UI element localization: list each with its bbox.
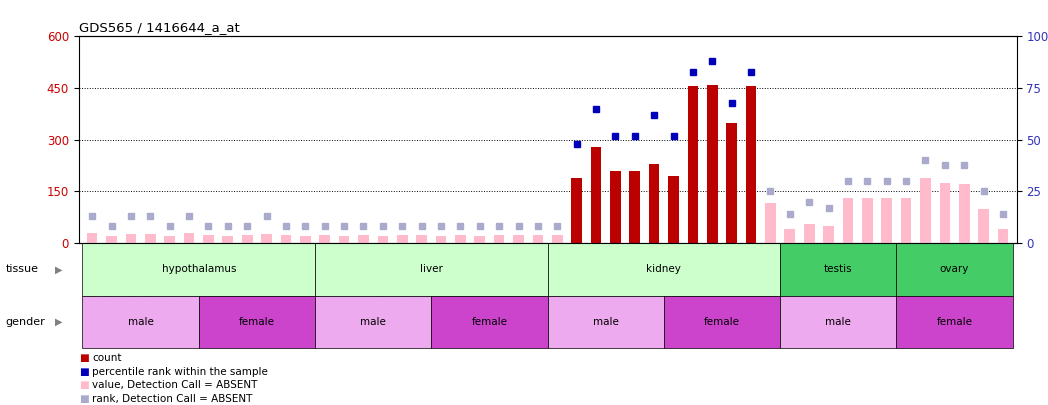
Bar [978, 209, 989, 243]
Bar [320, 235, 330, 243]
Text: testis: testis [824, 264, 853, 274]
Bar [514, 235, 524, 243]
Bar [896, 243, 1012, 296]
Bar [339, 236, 349, 243]
Bar [281, 235, 291, 243]
Bar [780, 243, 896, 296]
Bar [315, 296, 432, 348]
Text: tissue: tissue [5, 264, 38, 274]
Bar [863, 198, 873, 243]
Bar [83, 243, 315, 296]
Text: gender: gender [5, 317, 45, 327]
Bar [377, 236, 388, 243]
Text: count: count [92, 354, 122, 363]
Text: female: female [472, 317, 507, 327]
Bar [610, 171, 620, 243]
Bar [726, 123, 737, 243]
Bar [455, 235, 465, 243]
Bar [571, 178, 582, 243]
Bar [222, 236, 233, 243]
Bar [315, 243, 547, 296]
Bar [687, 86, 698, 243]
Text: ■: ■ [79, 380, 88, 390]
Text: ovary: ovary [940, 264, 969, 274]
Bar [746, 86, 757, 243]
Bar [901, 198, 912, 243]
Bar [145, 234, 156, 243]
Bar [630, 171, 640, 243]
Text: male: male [128, 317, 154, 327]
Bar [199, 296, 315, 348]
Bar [126, 234, 136, 243]
Text: hypothalamus: hypothalamus [161, 264, 236, 274]
Text: male: male [826, 317, 851, 327]
Text: value, Detection Call = ABSENT: value, Detection Call = ABSENT [92, 380, 258, 390]
Bar [843, 198, 853, 243]
Bar [547, 296, 663, 348]
Text: liver: liver [420, 264, 442, 274]
Text: GDS565 / 1416644_a_at: GDS565 / 1416644_a_at [79, 21, 239, 34]
Text: rank, Detection Call = ABSENT: rank, Detection Call = ABSENT [92, 394, 253, 403]
Bar [547, 243, 780, 296]
Bar [432, 296, 547, 348]
Bar [183, 233, 194, 243]
Bar [475, 236, 485, 243]
Bar [87, 233, 97, 243]
Text: ■: ■ [79, 354, 88, 363]
Bar [106, 236, 117, 243]
Bar [261, 234, 271, 243]
Bar [532, 235, 543, 243]
Bar [939, 183, 951, 243]
Bar [998, 228, 1008, 243]
Text: female: female [937, 317, 973, 327]
Text: male: male [361, 317, 386, 327]
Bar [358, 235, 369, 243]
Bar [203, 235, 214, 243]
Bar [416, 235, 427, 243]
Text: percentile rank within the sample: percentile rank within the sample [92, 367, 268, 377]
Bar [896, 296, 1012, 348]
Bar [397, 235, 408, 243]
Text: female: female [704, 317, 740, 327]
Bar [881, 198, 892, 243]
Bar [552, 235, 563, 243]
Bar [920, 178, 931, 243]
Bar [591, 147, 602, 243]
Bar [804, 224, 814, 243]
Bar [669, 176, 679, 243]
Bar [780, 296, 896, 348]
Bar [765, 203, 776, 243]
Bar [300, 236, 310, 243]
Text: ■: ■ [79, 367, 88, 377]
Text: female: female [239, 317, 275, 327]
Bar [959, 185, 969, 243]
Bar [242, 235, 253, 243]
Text: ■: ■ [79, 394, 88, 403]
Bar [785, 229, 795, 243]
Bar [83, 296, 199, 348]
Bar [663, 296, 780, 348]
Bar [436, 236, 446, 243]
Bar [165, 236, 175, 243]
Bar [824, 226, 834, 243]
Text: ▶: ▶ [54, 264, 62, 274]
Bar [707, 85, 718, 243]
Text: male: male [593, 317, 618, 327]
Text: ▶: ▶ [54, 317, 62, 327]
Text: kidney: kidney [647, 264, 681, 274]
Bar [649, 164, 659, 243]
Bar [494, 235, 504, 243]
